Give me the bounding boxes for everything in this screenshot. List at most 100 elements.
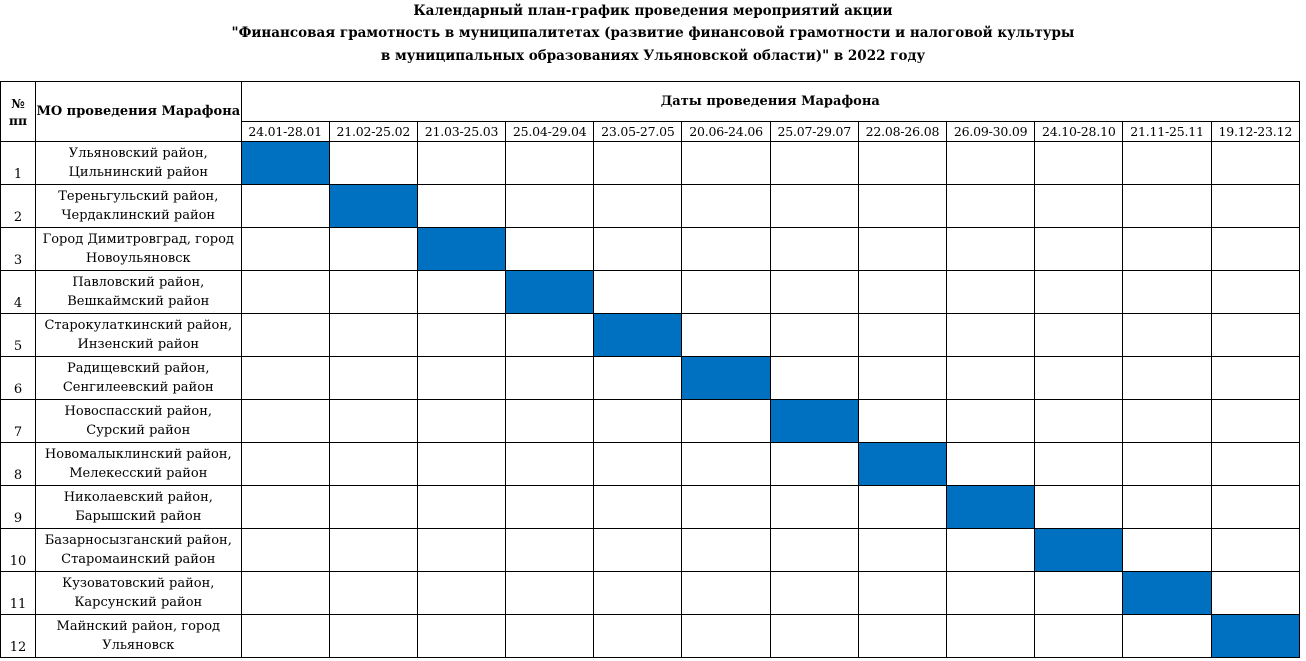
schedule-cell — [1122, 270, 1212, 314]
schedule-cell — [1210, 442, 1301, 486]
schedule-cell — [681, 442, 771, 486]
schedule-table: № пп МО проведения Марафона Даты проведе… — [0, 81, 1301, 658]
row-number: 1 — [0, 141, 37, 185]
date-header-cell: 21.11-25.11 — [1122, 121, 1212, 142]
schedule-cell — [1122, 485, 1212, 529]
row-mo-line1: Николаевский район, — [63, 490, 213, 505]
schedule-cell — [1210, 313, 1301, 357]
date-header-cell: 24.01-28.01 — [240, 121, 330, 142]
schedule-cell — [769, 442, 859, 486]
row-number: 11 — [0, 571, 37, 615]
row-mo-line1: Базарносызганский район, — [44, 533, 232, 548]
schedule-cell — [593, 528, 683, 572]
schedule-cell — [1034, 313, 1124, 357]
schedule-cell — [240, 528, 330, 572]
schedule-cell — [857, 356, 948, 400]
header-mo: МО проведения Марафона — [35, 81, 242, 142]
schedule-cell — [416, 614, 507, 658]
row-mo: Старокулаткинский район, Инзенский район — [35, 313, 242, 357]
schedule-cell — [681, 485, 771, 529]
row-mo-line1: Майнский район, город — [56, 619, 221, 634]
row-mo-line2: Чердаклинский район — [61, 208, 216, 223]
schedule-cell — [505, 485, 595, 529]
schedule-cell — [593, 270, 683, 314]
schedule-cell — [857, 184, 948, 228]
schedule-cell — [1034, 227, 1124, 271]
document-title-line-3: в муниципальных образованиях Ульяновской… — [380, 48, 926, 64]
table-row: 4 Павловский район, Вешкаймский район — [0, 270, 1301, 314]
schedule-cell — [1210, 571, 1301, 615]
schedule-cell — [681, 528, 771, 572]
row-mo-line2: Вешкаймский район — [67, 294, 210, 309]
row-mo-line1: Кузоватовский район, — [62, 576, 215, 591]
row-number: 2 — [0, 184, 37, 228]
schedule-cell — [681, 614, 771, 658]
schedule-cell — [505, 399, 595, 443]
schedule-cell — [240, 614, 330, 658]
schedule-cell — [681, 184, 771, 228]
schedule-cell — [1122, 614, 1212, 658]
row-mo-line2: Инзенский район — [77, 337, 200, 352]
schedule-cell — [946, 571, 1036, 615]
table-row: 9 Николаевский район, Барышский район — [0, 485, 1301, 529]
schedule-cell — [681, 227, 771, 271]
schedule-cell — [857, 313, 948, 357]
schedule-cell — [593, 184, 683, 228]
schedule-cell — [857, 227, 948, 271]
schedule-cell — [416, 184, 507, 228]
schedule-cell — [681, 141, 771, 185]
schedule-cell — [946, 614, 1036, 658]
schedule-cell — [328, 571, 418, 615]
schedule-cell — [593, 614, 683, 658]
row-mo-line1: Новоспасский район, — [64, 404, 213, 419]
schedule-cell — [946, 528, 1036, 572]
schedule-cell — [240, 485, 330, 529]
schedule-cell — [328, 442, 418, 486]
schedule-cell — [1210, 184, 1301, 228]
row-number: 3 — [0, 227, 37, 271]
schedule-cell — [769, 184, 859, 228]
date-header-cell: 24.10-28.10 — [1034, 121, 1124, 142]
schedule-cell — [857, 485, 948, 529]
schedule-cell — [240, 571, 330, 615]
row-mo: Радищевский район, Сенгилеевский район — [35, 356, 242, 400]
row-number: 8 — [0, 442, 37, 486]
schedule-cell — [240, 313, 330, 357]
dates-row: 24.01-28.01 21.02-25.02 21.03-25.03 25.04-2… — [1, 121, 1301, 142]
schedule-cell — [328, 356, 418, 400]
schedule-cell — [240, 399, 330, 443]
schedule-cell — [1034, 141, 1124, 185]
header-num-line2: пп — [8, 112, 28, 128]
schedule-cell — [416, 270, 507, 314]
schedule-cell — [769, 141, 859, 185]
schedule-cell — [769, 313, 859, 357]
schedule-cell-active — [593, 313, 683, 357]
schedule-cell — [416, 485, 507, 529]
row-mo-line1: Радищевский район, — [67, 361, 210, 376]
schedule-cell — [769, 270, 859, 314]
schedule-cell — [1210, 141, 1301, 185]
schedule-cell — [1210, 270, 1301, 314]
schedule-cell — [946, 184, 1036, 228]
row-mo-line2: Карсунский район — [74, 595, 203, 610]
schedule-cell — [1122, 313, 1212, 357]
table-row: 5 Старокулаткинский район, Инзенский район — [0, 313, 1301, 357]
table-row: 6 Радищевский район, Сенгилеевский район — [0, 356, 1301, 400]
schedule-cell — [593, 571, 683, 615]
schedule-cell — [416, 442, 507, 486]
header-dates: Даты проведения Марафона — [240, 81, 1301, 122]
row-mo-line1: Павловский район, — [72, 275, 205, 290]
schedule-cell — [946, 313, 1036, 357]
schedule-cell — [857, 270, 948, 314]
date-header-cell: 25.07-29.07 — [769, 121, 859, 142]
schedule-cell — [1122, 528, 1212, 572]
schedule-cell — [857, 399, 948, 443]
row-mo-line2: Старомаинский район — [61, 552, 216, 567]
table-row: 11 Кузоватовский район, Карсунский район — [0, 571, 1301, 615]
document-title-line-2: "Финансовая грамотность в муниципалитета… — [231, 25, 1075, 41]
schedule-cell — [946, 442, 1036, 486]
schedule-cell — [1034, 356, 1124, 400]
schedule-cell — [328, 614, 418, 658]
header-num-line1: № — [11, 95, 25, 111]
row-mo-line1: Старокулаткинский район, — [44, 318, 233, 333]
